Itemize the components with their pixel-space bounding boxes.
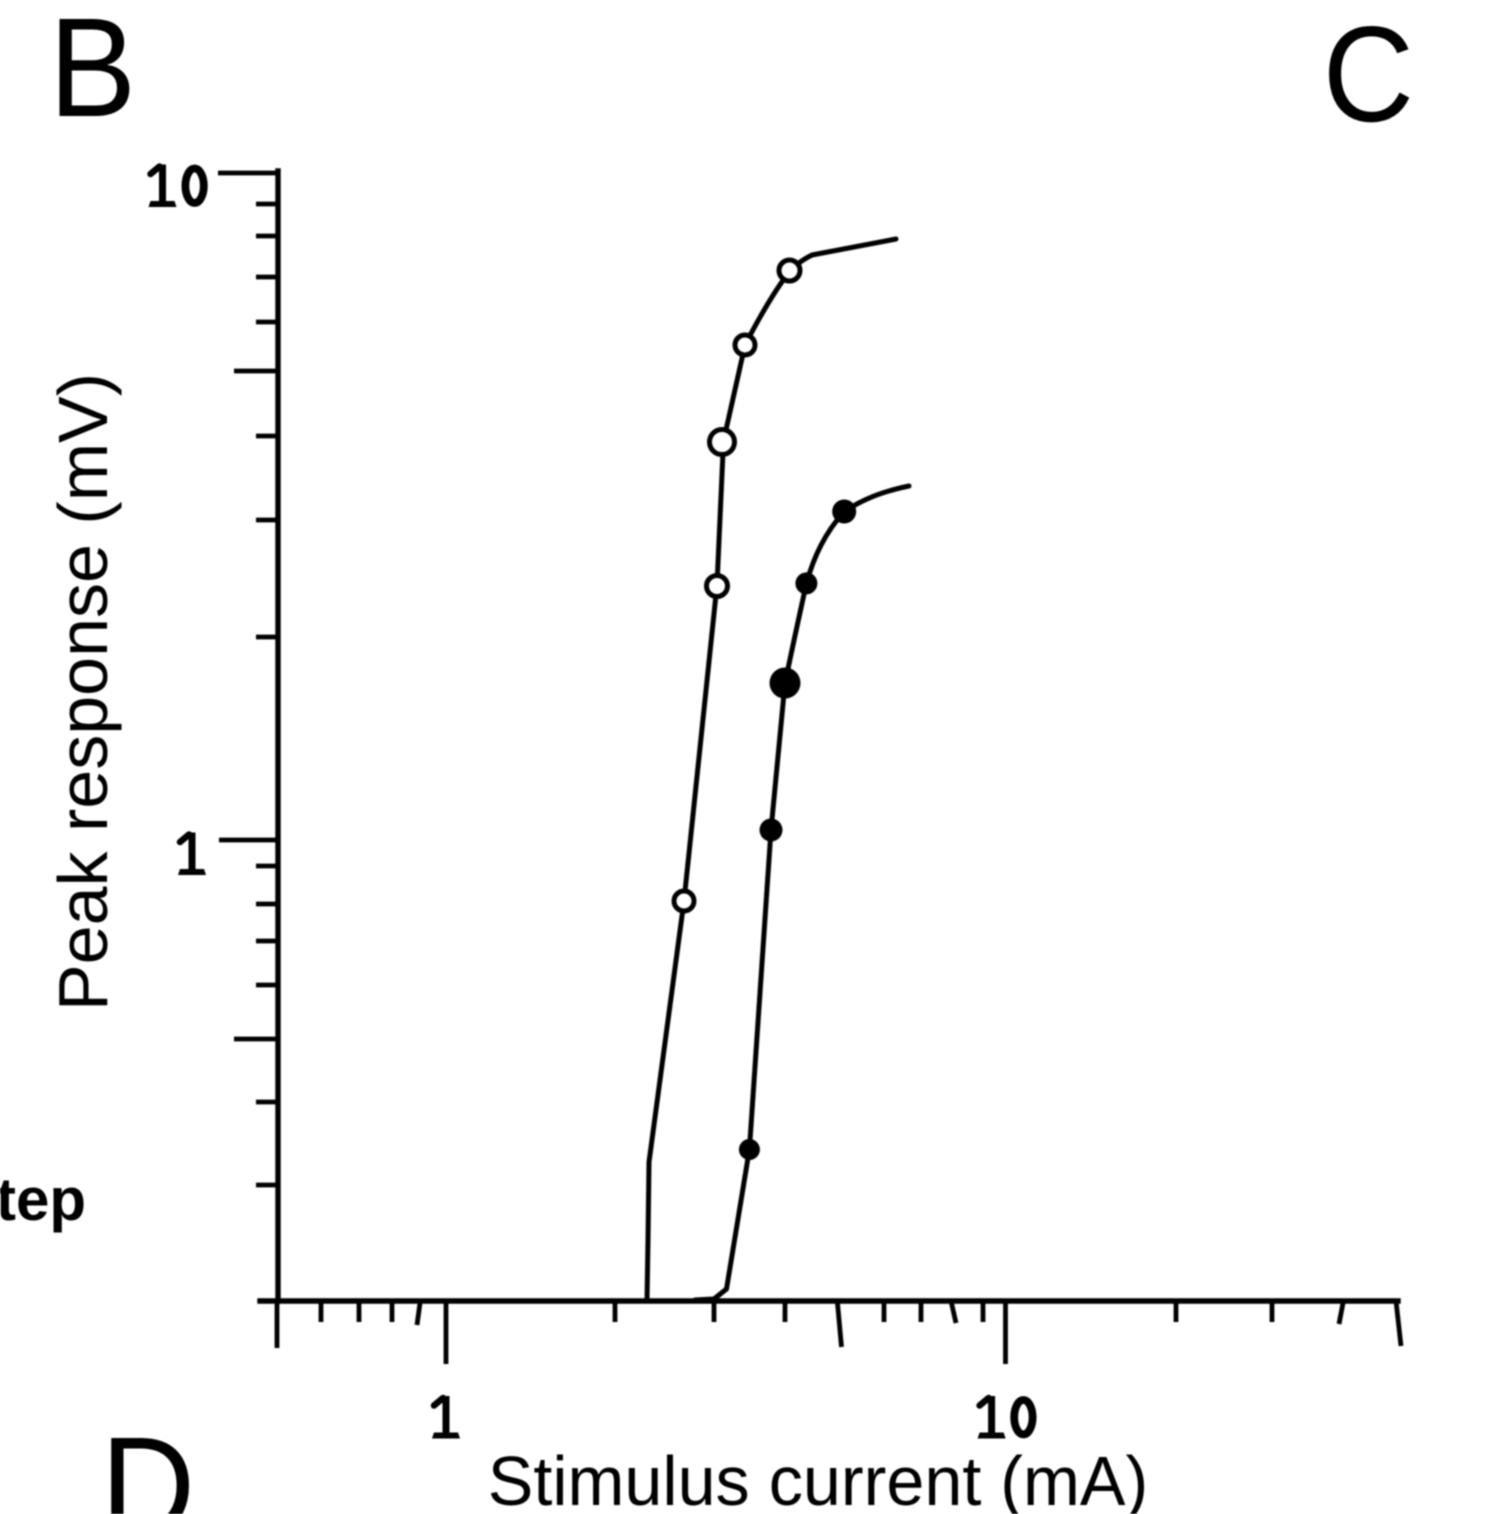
svg-text:D: D [101, 1408, 196, 1514]
svg-text:tep: tep [0, 1166, 86, 1233]
svg-text:Peak response (mV): Peak response (mV) [44, 373, 122, 1011]
svg-text:Stimulus current (mA): Stimulus current (mA) [488, 1441, 1148, 1514]
svg-text:B: B [49, 0, 136, 146]
svg-text:C: C [1323, 0, 1414, 150]
